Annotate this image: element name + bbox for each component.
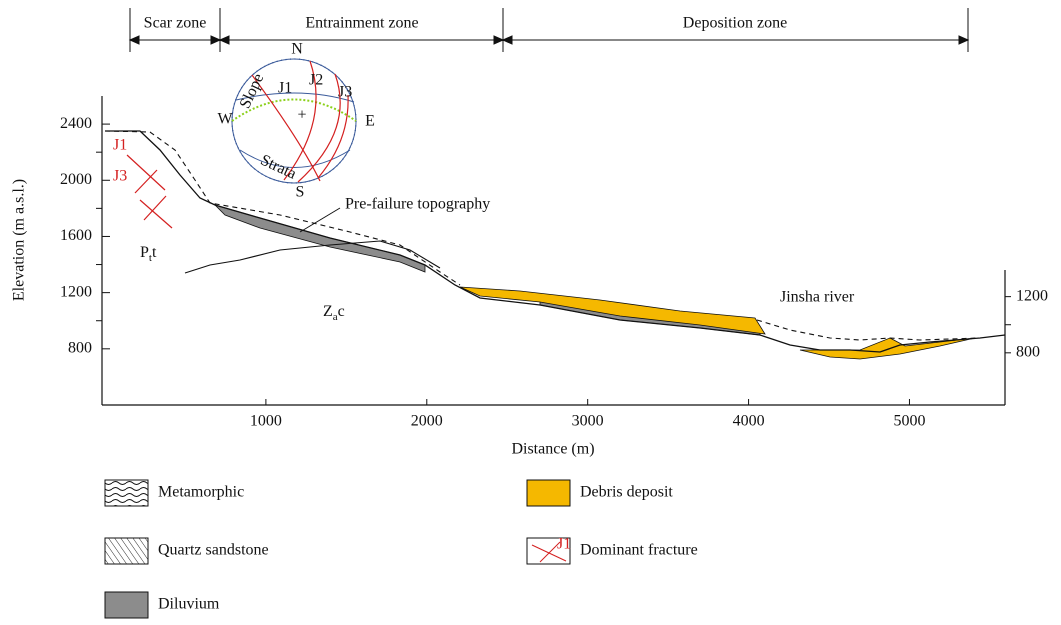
x-axis-label: Distance (m) (511, 441, 594, 458)
y-tick-label: 2400 (60, 115, 92, 132)
y-tick-label: 2000 (60, 171, 92, 188)
legend-swatch (104, 479, 149, 507)
joint-label: J2 (309, 72, 323, 89)
rock-unit: Ptt (140, 244, 157, 264)
direction: W (217, 111, 233, 128)
debris-deposit (459, 286, 766, 335)
joint-label: J3 (338, 84, 352, 101)
legend-label: Debris deposit (580, 484, 673, 501)
direction: E (365, 113, 375, 130)
annotation: Jinsha river (780, 289, 855, 306)
diluvium (214, 204, 426, 273)
legend-label: Diluvium (158, 596, 220, 613)
annotation: Pre-failure topography (345, 196, 490, 213)
stereonet (231, 58, 357, 184)
legend-label: Quartz sandstone (158, 542, 269, 559)
zone-label: Scar zone (144, 15, 207, 32)
y2-tick-label: 800 (1016, 343, 1040, 360)
legend-label: Dominant fracture (580, 542, 698, 559)
legend-icon (539, 541, 561, 563)
pre-failure-topography (756, 319, 981, 341)
current-topography (105, 130, 1006, 353)
legend-label: Metamorphic (158, 484, 244, 501)
x-tick-label: 4000 (733, 413, 765, 430)
x-tick-label: 5000 (893, 413, 925, 430)
fracture-label: J3 (113, 168, 127, 185)
x-tick-label: 2000 (411, 413, 443, 430)
joint-label: J1 (278, 80, 292, 97)
pre-failure-topography (104, 130, 461, 286)
legend-swatch (104, 537, 149, 565)
direction: N (291, 41, 303, 58)
x-tick-label: 1000 (250, 413, 282, 430)
rock-unit: Zac (323, 303, 345, 323)
debris-deposit (799, 337, 976, 360)
direction: S (296, 184, 305, 201)
y-axis-label: Elevation (m a.s.l.) (11, 179, 28, 301)
y-tick-label: 1600 (60, 227, 92, 244)
legend-icon-label: J1 (557, 536, 571, 553)
x-tick-label: 3000 (572, 413, 604, 430)
y-tick-label: 800 (68, 339, 92, 356)
zone-label: Entrainment zone (305, 15, 418, 32)
zone-label: Deposition zone (683, 15, 787, 32)
zone-arrows (128, 8, 970, 52)
y-tick-label: 1200 (60, 283, 92, 300)
stereonet-center: + (297, 107, 306, 124)
leader-line (299, 207, 341, 233)
bedrock-surface (184, 240, 441, 274)
y2-tick-label: 1200 (1016, 287, 1048, 304)
fracture-lines (126, 154, 173, 229)
fracture-label: J1 (113, 137, 127, 154)
legend-swatch (104, 591, 149, 619)
legend-swatch (526, 479, 571, 507)
